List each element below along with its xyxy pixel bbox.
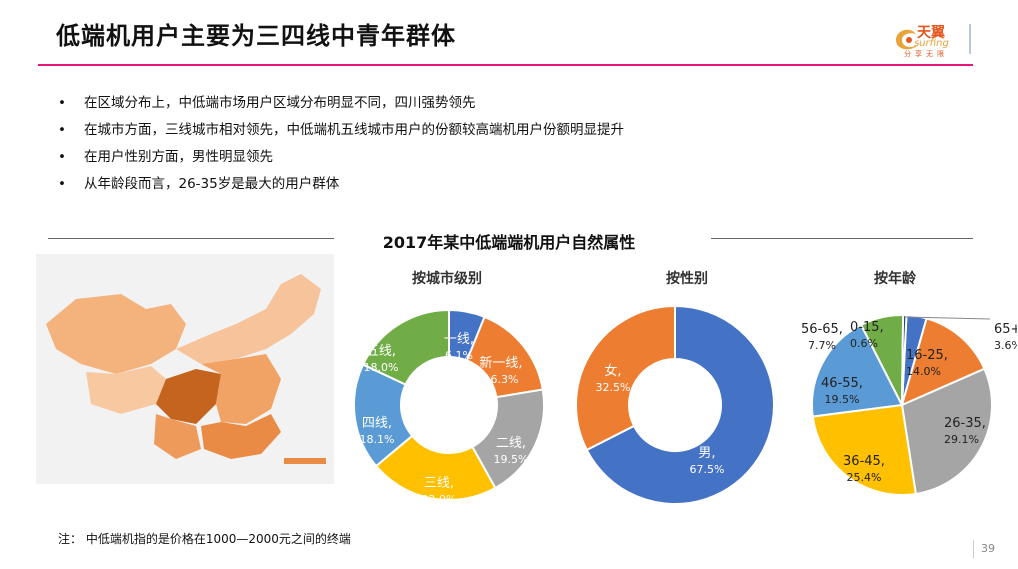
map-region: [154, 414, 201, 459]
china-heat-map: [36, 254, 334, 484]
slice-label: 56-65,: [801, 322, 843, 337]
slice-value-label: 67.5%: [690, 463, 725, 476]
slice-value-label: 25.4%: [847, 471, 882, 484]
slice-label: 五线,: [366, 344, 396, 359]
subtitle-gender: 按性别: [666, 271, 708, 287]
slice-value-label: 6.1%: [445, 349, 473, 362]
chart-title: 2017年某中低端端机用户自然属性: [382, 233, 636, 252]
subtitle-age: 按年龄: [874, 271, 916, 287]
slice-value-label: 14.0%: [906, 365, 941, 378]
bullet-item: • 从年龄段而言，26-35岁是最大的用户群体: [58, 171, 624, 198]
subtitle-city-tier: 按城市级别: [412, 271, 482, 287]
slice-value-label: 19.5%: [825, 393, 860, 406]
slice-label: 36-45,: [843, 454, 885, 469]
pie-slice: [900, 317, 986, 407]
donut-charts: 一线, 6.1% 新一线, 16.3% 二线, 19.5% 三线, 22.0% 四线, 18.1%…: [353, 304, 1017, 506]
slice-label: 四线,: [362, 416, 392, 431]
pie-slice: [361, 308, 450, 386]
brand-sub: surfing: [914, 38, 949, 49]
slice-value-label: 0.6%: [850, 337, 878, 350]
slice-label: 26-35,: [944, 416, 986, 431]
bullet-item: • 在用户性别方面，男性明显领先: [58, 144, 624, 171]
slice-label: 女,: [604, 363, 621, 379]
bullet-dot: •: [58, 95, 66, 111]
map-region: [176, 274, 321, 364]
map-legend: [284, 458, 326, 464]
title-rule-right: [711, 238, 973, 239]
pie-slice: [575, 304, 676, 452]
brand-tagline: 分享无限: [904, 50, 948, 58]
slice-label: 46-55,: [821, 376, 863, 391]
slice-label: 65+,: [994, 322, 1017, 337]
slice-value-label: 18.0%: [364, 361, 399, 374]
slice-label: 16-25,: [906, 348, 948, 363]
slice-value-label: 18.1%: [360, 433, 395, 446]
slice-label: 一线,: [444, 332, 474, 347]
slice-value-label: 22.0%: [422, 493, 457, 506]
pie-slice: [901, 313, 908, 406]
pie-slice: [585, 304, 775, 505]
footer-rule: [973, 540, 974, 558]
bullet-dot: •: [58, 149, 66, 165]
map-region: [201, 414, 281, 459]
pie-slice: [811, 323, 904, 418]
logo-divider: [969, 24, 971, 54]
slice-label: 新一线,: [479, 355, 522, 371]
map-region: [46, 294, 186, 374]
bullet-dot: •: [58, 176, 66, 192]
bullet-item: • 在区域分布上，中低端市场用户区域分布明显不同，四川强势领先: [58, 90, 624, 117]
title-rule-left: [48, 238, 334, 239]
slice-value-label: 7.7%: [808, 339, 836, 352]
brand-swirl-icon: [896, 29, 920, 50]
slice-value-label: 32.5%: [596, 381, 631, 394]
footnote: 注： 中低端机指的是价格在1000—2000元之间的终端: [58, 532, 351, 546]
bullet-text: 从年龄段而言，26-35岁是最大的用户群体: [84, 176, 340, 192]
page-title: 低端机用户主要为三四线中青年群体: [56, 22, 456, 50]
pie-slice: [374, 434, 497, 501]
leader-line: [905, 316, 991, 320]
bullet-list: • 在区域分布上，中低端市场用户区域分布明显不同，四川强势领先 • 在城市方面，三线…: [58, 90, 624, 198]
slice-label: 0-15,: [850, 320, 884, 335]
bullet-dot: •: [58, 122, 66, 138]
pie-slice: [811, 403, 917, 496]
brand-name: 天翼: [917, 25, 945, 41]
bullet-text: 在区域分布上，中低端市场用户区域分布明显不同，四川强势领先: [84, 95, 476, 111]
map-region: [156, 369, 221, 424]
map-region: [86, 366, 166, 414]
map-region: [201, 354, 281, 424]
page-number: 39: [981, 542, 995, 555]
slice-label: 男,: [698, 446, 715, 461]
slice-value-label: 19.5%: [494, 453, 529, 466]
bullet-text: 在用户性别方面，男性明显领先: [84, 149, 273, 165]
slice-value-label: 16.3%: [484, 373, 519, 386]
pie-slice: [900, 367, 993, 496]
bullet-text: 在城市方面，三线城市相对领先，中低端机五线城市用户的份额较高端机用户份额明显提升: [84, 122, 624, 138]
slice-label: 三线,: [424, 476, 454, 491]
slice-label: 二线,: [496, 436, 526, 451]
slice-value-label: 3.6%: [994, 339, 1017, 352]
bullet-item: • 在城市方面，三线城市相对领先，中低端机五线城市用户的份额较高端机用户份额明显提…: [58, 117, 624, 144]
header-rule: [38, 64, 973, 66]
slice-value-label: 29.1%: [944, 433, 979, 446]
